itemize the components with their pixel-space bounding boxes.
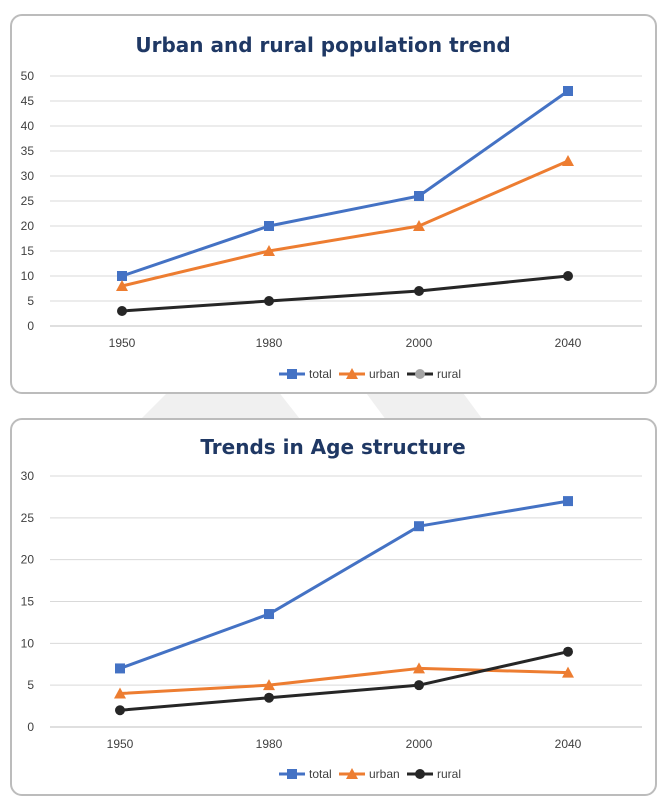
population-trend-chart: Urban and rural population trend 0 5 10 15 2… xyxy=(21,33,642,381)
x-tick-label: 1980 xyxy=(256,737,283,751)
y-tick-label: 30 xyxy=(21,169,35,183)
legend-label: rural xyxy=(437,367,461,381)
data-point-urban xyxy=(263,679,275,691)
y-tick-label: 30 xyxy=(21,469,35,483)
data-point-total xyxy=(563,86,573,96)
legend-item-total: total xyxy=(279,367,332,381)
legend-swatch-marker xyxy=(415,769,425,779)
series-line-urban xyxy=(119,666,569,696)
data-point-total xyxy=(117,271,127,281)
y-tick-label: 50 xyxy=(21,69,35,83)
legend-item-urban: urban xyxy=(339,767,400,781)
legend-label: urban xyxy=(369,767,400,781)
data-point-rural xyxy=(117,306,127,316)
x-tick-label: 2040 xyxy=(555,336,582,350)
y-tick-label: 0 xyxy=(27,720,34,734)
x-tick-label: 1980 xyxy=(256,336,283,350)
legend-swatch-marker xyxy=(346,368,358,379)
series-line-rural xyxy=(119,650,569,712)
y-tick-label: 25 xyxy=(21,511,35,525)
data-point-rural xyxy=(264,296,274,306)
y-tick-label: 35 xyxy=(21,144,35,158)
x-tick-label: 1950 xyxy=(109,336,136,350)
x-tick-label: 2000 xyxy=(406,737,433,751)
data-point-urban xyxy=(263,245,275,256)
legend-swatch-marker xyxy=(346,768,358,779)
legend-label: rural xyxy=(437,767,461,781)
data-point-total xyxy=(264,221,274,231)
data-point-rural xyxy=(264,692,274,703)
legend-swatch-marker xyxy=(415,369,425,379)
y-tick-label: 10 xyxy=(21,269,35,283)
data-point-rural xyxy=(414,680,424,691)
y-tick-label: 40 xyxy=(21,119,35,133)
data-point-rural xyxy=(414,286,424,296)
legend-item-rural: rural xyxy=(407,367,461,381)
y-tick-label: 25 xyxy=(21,194,35,208)
data-point-rural xyxy=(115,705,125,716)
y-tick-label: 20 xyxy=(21,553,35,567)
legend-item-total: total xyxy=(279,767,332,781)
legend-label: urban xyxy=(369,367,400,381)
y-tick-label: 15 xyxy=(21,595,35,609)
series-line-total xyxy=(121,89,569,278)
data-point-total xyxy=(563,496,573,507)
data-point-total xyxy=(414,521,424,532)
legend-label: total xyxy=(309,367,332,381)
age-structure-chart: Trends in Age structure 0 5 10 15 20 25 30 1950… xyxy=(21,435,642,781)
data-point-urban xyxy=(413,662,425,674)
chart-panel-population: Urban and rural population trend 0 5 10 15 2… xyxy=(10,14,657,394)
legend-item-urban: urban xyxy=(339,367,400,381)
y-tick-label: 10 xyxy=(21,636,35,650)
data-point-rural xyxy=(563,646,573,657)
y-tick-label: 0 xyxy=(27,319,34,333)
data-point-urban xyxy=(413,220,425,231)
legend-swatch-marker xyxy=(287,369,297,379)
series-line-urban xyxy=(121,159,569,288)
legend-swatch-marker xyxy=(287,769,297,779)
data-point-rural xyxy=(563,271,573,281)
y-tick-label: 15 xyxy=(21,244,35,258)
y-tick-label: 45 xyxy=(21,94,35,108)
data-point-total xyxy=(115,663,125,674)
series-line-rural xyxy=(121,274,569,313)
chart-title: Trends in Age structure xyxy=(200,435,465,459)
chart-panel-age-structure: Trends in Age structure 0 5 10 15 20 25 30 1950… xyxy=(10,418,657,796)
data-point-urban xyxy=(116,280,128,291)
legend-label: total xyxy=(309,767,332,781)
data-point-total xyxy=(414,191,424,201)
data-point-total xyxy=(264,609,274,620)
x-tick-label: 2040 xyxy=(555,737,582,751)
legend-item-rural: rural xyxy=(407,767,461,781)
x-tick-label: 2000 xyxy=(406,336,433,350)
x-tick-label: 1950 xyxy=(107,737,134,751)
y-tick-label: 5 xyxy=(27,294,34,308)
data-point-urban xyxy=(562,666,574,678)
y-tick-label: 20 xyxy=(21,219,35,233)
series-line-total xyxy=(119,499,569,670)
y-tick-label: 5 xyxy=(27,678,34,692)
data-point-urban xyxy=(114,687,126,699)
data-point-urban xyxy=(562,155,574,166)
chart-title: Urban and rural population trend xyxy=(135,33,510,57)
